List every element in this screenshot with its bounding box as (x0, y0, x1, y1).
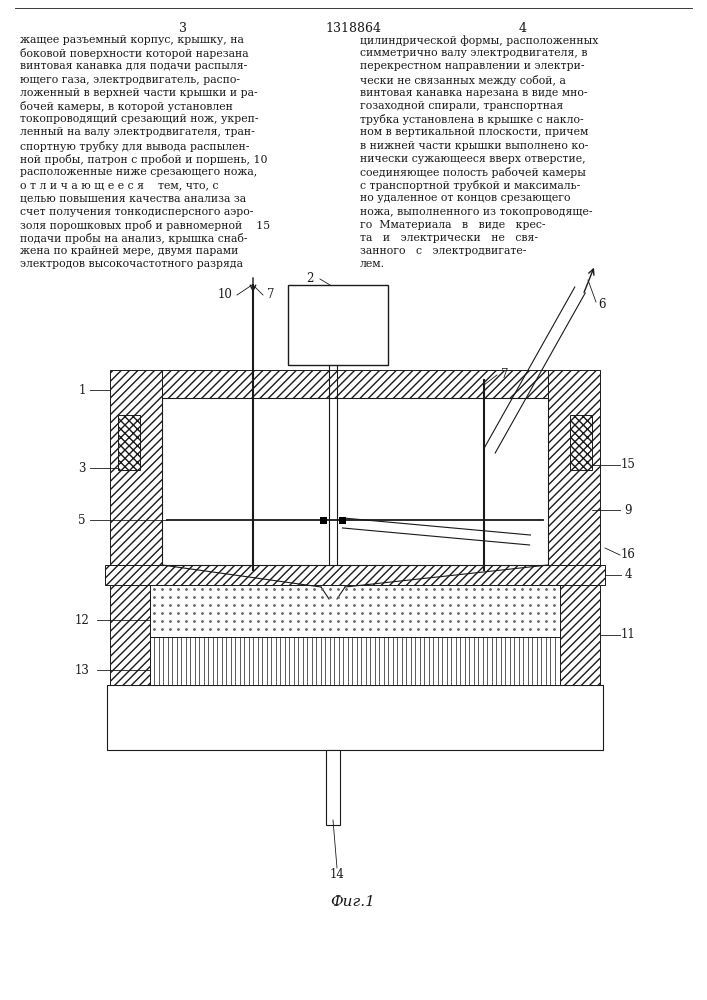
Text: жена по крайней мере, двумя парами: жена по крайней мере, двумя парами (20, 246, 238, 256)
Text: с транспортной трубкой и максималь-: с транспортной трубкой и максималь- (360, 180, 580, 191)
Bar (339, 517, 346, 524)
Text: 11: 11 (621, 629, 636, 642)
Text: трубка установлена в крышке с накло-: трубка установлена в крышке с накло- (360, 114, 583, 125)
Text: 3: 3 (179, 22, 187, 35)
Text: чески не связанных между собой, а: чески не связанных между собой, а (360, 75, 566, 86)
Text: гозаходной спирали, транспортная: гозаходной спирали, транспортная (360, 101, 563, 111)
Text: ленный на валу электродвигателя, тран-: ленный на валу электродвигателя, тран- (20, 127, 255, 137)
Text: 10: 10 (218, 288, 233, 302)
Text: го  Мматериала   в   виде   крес-: го Мматериала в виде крес- (360, 220, 546, 230)
Text: 13: 13 (74, 664, 90, 676)
Text: лем.: лем. (360, 259, 385, 269)
Text: золя порошковых проб и равномерной    15: золя порошковых проб и равномерной 15 (20, 220, 270, 231)
Bar (110, 370, 162, 565)
Text: 1318864: 1318864 (325, 22, 381, 35)
Text: счет получения тонкодисперсного аэро-: счет получения тонкодисперсного аэро- (20, 207, 253, 217)
Text: винтовая канавка нарезана в виде мно-: винтовая канавка нарезана в виде мно- (360, 88, 588, 98)
Text: 16: 16 (621, 548, 636, 562)
Text: винтовая канавка для подачи распыля-: винтовая канавка для подачи распыля- (20, 61, 247, 71)
Text: 7: 7 (501, 368, 509, 381)
Bar (118, 415, 140, 470)
Text: ложенный в верхней части крышки и ра-: ложенный в верхней части крышки и ра- (20, 88, 257, 98)
Bar (570, 415, 592, 470)
Text: 4: 4 (519, 22, 527, 35)
Text: Фиг.1: Фиг.1 (331, 895, 375, 909)
Text: ном в вертикальной плоскости, причем: ном в вертикальной плоскости, причем (360, 127, 588, 137)
Text: 1: 1 (78, 383, 86, 396)
Bar (162, 398, 548, 565)
Text: 12: 12 (75, 613, 89, 626)
Bar (110, 585, 150, 685)
Text: 4: 4 (624, 568, 632, 582)
Text: та   и   электрически   не   свя-: та и электрически не свя- (360, 233, 538, 243)
Text: ющего газа, электродвигатель, распо-: ющего газа, электродвигатель, распо- (20, 75, 240, 85)
Text: в нижней части крышки выполнено ко-: в нижней части крышки выполнено ко- (360, 141, 588, 151)
Bar (288, 285, 388, 365)
Text: цилиндрической формы, расположенных: цилиндрической формы, расположенных (360, 35, 598, 46)
Text: нически сужающееся вверх отверстие,: нически сужающееся вверх отверстие, (360, 154, 585, 164)
Text: 2: 2 (306, 272, 314, 286)
Text: 6: 6 (598, 298, 606, 312)
Text: занного   с   электродвигате-: занного с электродвигате- (360, 246, 527, 256)
Text: целью повышения качества анализа за: целью повышения качества анализа за (20, 193, 246, 203)
Text: 3: 3 (78, 462, 86, 475)
Text: но удаленное от концов срезающего: но удаленное от концов срезающего (360, 193, 571, 203)
Text: о т л и ч а ю щ е е с я    тем, что, с: о т л и ч а ю щ е е с я тем, что, с (20, 180, 218, 190)
Text: ной пробы, патрон с пробой и поршень, 10: ной пробы, патрон с пробой и поршень, 10 (20, 154, 267, 165)
Bar (548, 370, 600, 565)
Text: 15: 15 (621, 458, 636, 472)
Text: спортную трубку для вывода распылен-: спортную трубку для вывода распылен- (20, 141, 250, 152)
Text: перекрестном направлении и электри-: перекрестном направлении и электри- (360, 61, 585, 71)
Bar (326, 750, 340, 825)
Text: бочей камеры, в которой установлен: бочей камеры, в которой установлен (20, 101, 233, 112)
Text: жащее разъемный корпус, крышку, на: жащее разъемный корпус, крышку, на (20, 35, 244, 45)
Text: 9: 9 (624, 504, 632, 516)
Text: симметрично валу электродвигателя, в: симметрично валу электродвигателя, в (360, 48, 588, 58)
Text: боковой поверхности которой нарезана: боковой поверхности которой нарезана (20, 48, 249, 59)
Bar (150, 637, 560, 685)
Text: электродов высокочастотного разряда: электродов высокочастотного разряда (20, 259, 243, 269)
Bar (560, 585, 600, 685)
Bar (105, 565, 605, 585)
Text: расположенные ниже срезающего ножа,: расположенные ниже срезающего ножа, (20, 167, 257, 177)
Text: 14: 14 (329, 868, 344, 882)
Text: 7: 7 (267, 288, 275, 302)
Bar (107, 685, 603, 750)
Bar (150, 585, 560, 637)
Text: ножа, выполненного из токопроводяще-: ножа, выполненного из токопроводяще- (360, 207, 592, 217)
Bar (162, 370, 548, 398)
Text: соединяющее полость рабочей камеры: соединяющее полость рабочей камеры (360, 167, 586, 178)
Text: подачи пробы на анализ, крышка снаб-: подачи пробы на анализ, крышка снаб- (20, 233, 247, 244)
Bar (320, 517, 327, 524)
Text: токопроводящий срезающий нож, укреп-: токопроводящий срезающий нож, укреп- (20, 114, 259, 124)
Text: 5: 5 (78, 514, 86, 526)
